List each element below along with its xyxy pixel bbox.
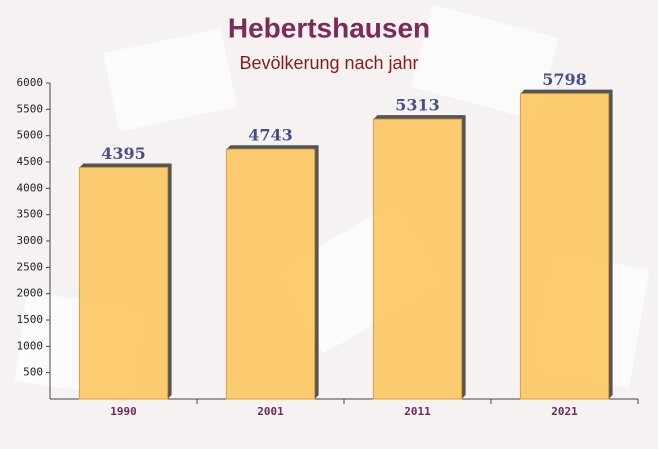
- y-tick-label: 5000: [17, 129, 44, 142]
- bar: [225, 148, 316, 400]
- y-tick-label: 2500: [17, 260, 44, 273]
- y-tick-label: 5500: [17, 102, 44, 115]
- chart-subtitle: Bevölkerung nach jahr: [239, 53, 418, 73]
- y-tick-label: 4500: [17, 155, 44, 168]
- y-tick-label: 3000: [17, 234, 44, 247]
- x-tick-label: 2001: [257, 405, 284, 418]
- value-label: 4743: [248, 126, 293, 145]
- y-tick-label: 2000: [17, 287, 44, 300]
- y-tick-label: 1500: [17, 313, 44, 326]
- y-tick-label: 1000: [17, 339, 44, 352]
- chart-title: Hebertshausen: [228, 12, 430, 43]
- bar: [519, 93, 610, 400]
- x-tick-label: 1990: [110, 405, 137, 418]
- y-tick-label: 3500: [17, 208, 44, 221]
- value-label: 5313: [395, 96, 440, 115]
- x-tick-label: 2011: [404, 405, 431, 418]
- value-label: 5798: [542, 70, 587, 89]
- y-tick-label: 4000: [17, 181, 44, 194]
- value-label: 4395: [101, 144, 146, 163]
- bar: [372, 118, 463, 400]
- bar: [78, 167, 169, 400]
- x-tick-label: 2021: [551, 405, 578, 418]
- y-tick-label: 6000: [17, 76, 44, 89]
- y-tick-label: 500: [23, 366, 43, 379]
